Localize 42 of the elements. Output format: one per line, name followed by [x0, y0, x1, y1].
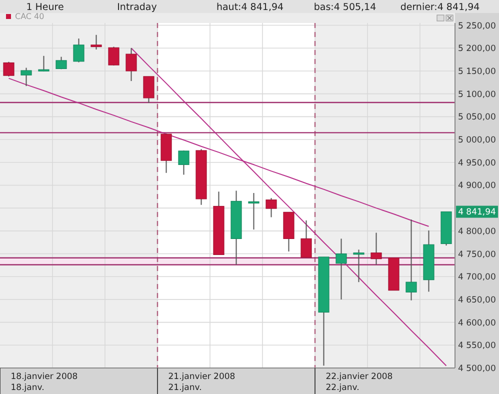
- y-tick-label: 5 150,00: [458, 66, 496, 77]
- x-tick-label: 21.janvier 2008 21.janv.: [168, 372, 236, 393]
- candlestick: [336, 238, 347, 300]
- y-tick-label: 4 600,00: [458, 318, 496, 328]
- text: 4 841,94: [458, 208, 496, 218]
- y-tick-label: 5 100,00: [458, 90, 496, 100]
- y-tick-label: 5 000,00: [458, 136, 496, 146]
- candlestick: [73, 38, 84, 63]
- text: 1 Heure: [26, 2, 64, 13]
- chart-title: Intraday: [117, 2, 158, 13]
- legend-label: CAC 40: [15, 12, 44, 21]
- candlestick: [248, 192, 260, 230]
- candlestick: [178, 150, 190, 176]
- text: dernier:4 841,94: [400, 2, 480, 13]
- y-tick-label: 4 900,00: [458, 181, 496, 192]
- y-tick-label: 4 650,00: [458, 295, 496, 306]
- candlestick: [300, 220, 312, 258]
- candlestick: [266, 198, 277, 218]
- candlestick: [370, 232, 382, 266]
- y-tick-label: 5 200,00: [458, 44, 496, 54]
- candlestick: [108, 46, 120, 66]
- candlestick: [56, 56, 67, 70]
- candlestick: [90, 34, 102, 50]
- y-tick-label: 4 500,00: [458, 364, 496, 374]
- text: bas:4 505,14: [314, 2, 376, 13]
- candlestick: [20, 67, 32, 87]
- y-tick-label: 5 050,00: [458, 112, 496, 123]
- candlestick: [406, 218, 417, 301]
- text: haut:4 841,94: [216, 2, 284, 13]
- candlestick: [38, 55, 50, 72]
- candlestick: [3, 61, 14, 77]
- candlestick: [353, 249, 364, 283]
- y-tick-label: 4 750,00: [458, 250, 496, 260]
- y-tick-label: 4 950,00: [458, 158, 496, 168]
- y-tick-label: 5 250,00: [458, 21, 496, 32]
- y-tick-label: 4 800,00: [458, 226, 496, 237]
- y-tick-label: 4 700,00: [458, 272, 496, 283]
- x-tick-label: 22.janvier 2008 22.janv.: [326, 372, 393, 393]
- candlestick: [143, 76, 154, 104]
- y-tick-label: 4 550,00: [458, 341, 496, 352]
- x-tick-label: 18.janvier 2008 18.janv.: [10, 372, 78, 393]
- candlestick: [126, 48, 137, 82]
